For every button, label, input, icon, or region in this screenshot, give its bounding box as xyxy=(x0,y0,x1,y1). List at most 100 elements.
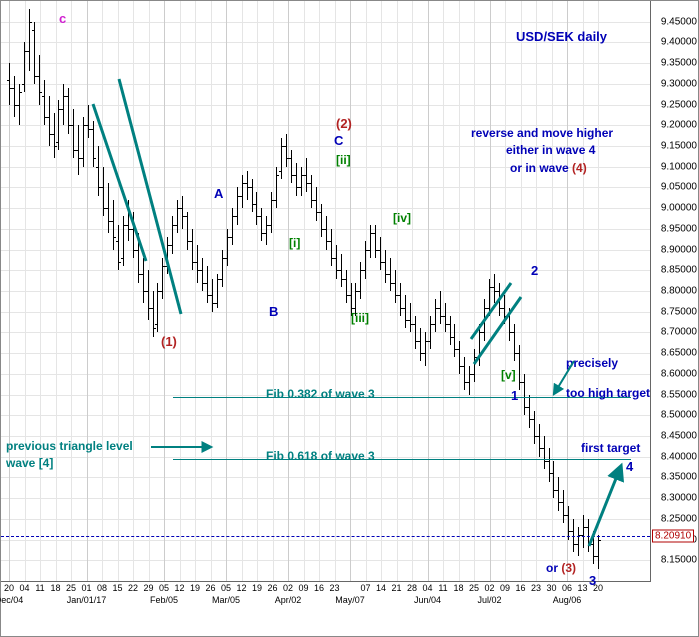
y-tick-label: 8.55000 xyxy=(661,389,697,400)
annotation: USD/SEK daily xyxy=(516,29,607,44)
annotation: C xyxy=(334,133,343,148)
y-tick-label: 9.10000 xyxy=(661,161,697,172)
y-axis: 8.150008.200008.250008.300008.350008.400… xyxy=(652,1,699,581)
x-tick-day: 16 xyxy=(515,583,525,593)
fib-line xyxy=(173,397,631,398)
x-tick-day: 22 xyxy=(128,583,138,593)
x-tick-day: 25 xyxy=(469,583,479,593)
x-tick-day: 12 xyxy=(174,583,184,593)
x-tick-month: Dec/04 xyxy=(0,595,23,605)
annotation: Fib 0.382 of wave 3 xyxy=(266,387,375,401)
x-tick-day: 18 xyxy=(453,583,463,593)
annotation: c xyxy=(59,11,66,26)
x-tick-day: 14 xyxy=(376,583,386,593)
x-tick-day: 08 xyxy=(97,583,107,593)
y-tick-label: 9.00000 xyxy=(661,203,697,214)
x-tick-day: 09 xyxy=(298,583,308,593)
x-tick-day: 23 xyxy=(329,583,339,593)
y-tick-label: 9.40000 xyxy=(661,37,697,48)
annotation: (1) xyxy=(161,334,177,349)
x-tick-month: Jan/01/17 xyxy=(67,595,107,605)
x-tick-day: 01 xyxy=(81,583,91,593)
fib-line xyxy=(173,459,631,460)
annotation: [i] xyxy=(289,236,300,250)
y-tick-label: 8.35000 xyxy=(661,472,697,483)
x-tick-day: 19 xyxy=(190,583,200,593)
annotation: 2 xyxy=(531,263,538,278)
x-tick-day: 09 xyxy=(500,583,510,593)
y-tick-label: 8.30000 xyxy=(661,493,697,504)
x-tick-month: Aug/06 xyxy=(553,595,582,605)
annotation: (2) xyxy=(336,116,352,131)
x-tick-day: 26 xyxy=(205,583,215,593)
x-tick-day: 07 xyxy=(360,583,370,593)
y-tick-label: 8.85000 xyxy=(661,265,697,276)
annotation: A xyxy=(214,186,223,201)
x-tick-day: 25 xyxy=(66,583,76,593)
annotation: previous triangle level xyxy=(6,439,133,453)
x-tick-month: May/07 xyxy=(335,595,365,605)
annotation: 1 xyxy=(511,388,518,403)
y-tick-label: 8.75000 xyxy=(661,306,697,317)
y-tick-label: 9.15000 xyxy=(661,141,697,152)
x-tick-day: 29 xyxy=(143,583,153,593)
x-tick-day: 15 xyxy=(112,583,122,593)
x-tick-day: 18 xyxy=(50,583,60,593)
annotation: either in wave 4 xyxy=(506,143,595,157)
chart-window: USD/SEK dailycABC(1)(2)[i][ii][iii][iv][… xyxy=(0,0,699,637)
y-tick-label: 8.70000 xyxy=(661,327,697,338)
x-tick-day: 06 xyxy=(562,583,572,593)
y-tick-label: 9.45000 xyxy=(661,16,697,27)
annotation: Fib 0.618 of wave 3 xyxy=(266,449,375,463)
y-tick-label: 8.60000 xyxy=(661,368,697,379)
y-tick-label: 8.95000 xyxy=(661,223,697,234)
annotation: reverse and move higher xyxy=(471,126,613,140)
annotation: B xyxy=(269,304,278,319)
x-tick-day: 04 xyxy=(19,583,29,593)
x-tick-month: Jul/02 xyxy=(477,595,501,605)
y-tick-label: 9.30000 xyxy=(661,78,697,89)
annotation: wave [4] xyxy=(6,456,53,470)
x-tick-day: 19 xyxy=(252,583,262,593)
x-tick-day: 05 xyxy=(159,583,169,593)
x-tick-day: 02 xyxy=(484,583,494,593)
x-axis: 20 Dec/04 04 11 18 25 01 Jan/01/17 08 15 22 29 05 Feb… xyxy=(1,583,650,636)
x-tick-day: 20 xyxy=(593,583,603,593)
y-tick-label: 8.40000 xyxy=(661,451,697,462)
x-tick-day: 11 xyxy=(438,583,447,593)
x-tick-day: 04 xyxy=(422,583,432,593)
x-tick-day: 11 xyxy=(35,583,44,593)
annotation: 4 xyxy=(626,459,633,474)
y-tick-label: 8.25000 xyxy=(661,513,697,524)
annotation: first target xyxy=(581,441,640,455)
x-tick-month: Jun/04 xyxy=(414,595,441,605)
x-tick-day: 12 xyxy=(236,583,246,593)
annotation: too high target xyxy=(566,386,650,400)
x-tick-day: 13 xyxy=(577,583,587,593)
x-tick-day: 16 xyxy=(314,583,324,593)
annotation: or (3) xyxy=(546,561,576,575)
x-tick-month: Apr/02 xyxy=(275,595,302,605)
plot-area[interactable]: USD/SEK dailycABC(1)(2)[i][ii][iii][iv][… xyxy=(1,1,651,582)
y-tick-label: 8.45000 xyxy=(661,431,697,442)
y-tick-label: 8.50000 xyxy=(661,410,697,421)
x-tick-day: 21 xyxy=(391,583,401,593)
y-tick-label: 8.15000 xyxy=(661,555,697,566)
x-tick-day: 02 xyxy=(283,583,293,593)
price-marker: 8.20910 xyxy=(652,529,694,542)
x-tick-day: 28 xyxy=(407,583,417,593)
annotation: [v] xyxy=(501,368,516,382)
y-tick-label: 8.65000 xyxy=(661,348,697,359)
x-tick-day: 05 xyxy=(221,583,231,593)
y-tick-label: 8.90000 xyxy=(661,244,697,255)
annotation: [iv] xyxy=(393,211,411,225)
y-tick-label: 9.35000 xyxy=(661,58,697,69)
y-tick-label: 9.20000 xyxy=(661,120,697,131)
y-tick-label: 8.80000 xyxy=(661,286,697,297)
x-tick-day: 23 xyxy=(531,583,541,593)
y-tick-label: 9.05000 xyxy=(661,182,697,193)
x-tick-day: 30 xyxy=(546,583,556,593)
y-tick-label: 9.25000 xyxy=(661,99,697,110)
x-tick-month: Feb/05 xyxy=(150,595,178,605)
x-tick-month: Mar/05 xyxy=(212,595,240,605)
